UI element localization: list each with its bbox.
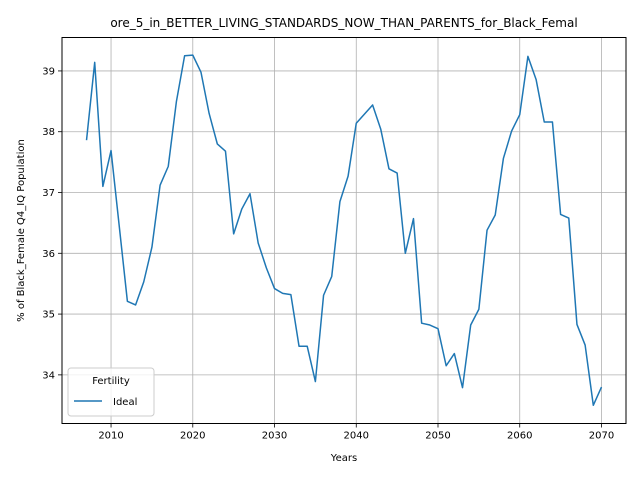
x-tick-label: 2030 — [262, 431, 287, 442]
x-tick-label: 2040 — [344, 431, 369, 442]
legend: Fertility Ideal — [67, 367, 155, 417]
legend-box — [67, 367, 155, 417]
y-tick-label: 38 — [42, 127, 55, 138]
y-tick-label: 37 — [42, 188, 55, 199]
x-axis-ticks: 2010 2020 2030 2040 2050 2060 2070 — [98, 423, 614, 442]
y-axis-ticks: 34 35 36 37 38 39 — [42, 66, 62, 381]
x-tick-label: 2060 — [507, 431, 532, 442]
y-tick-label: 34 — [42, 370, 55, 381]
series-layer — [85, 54, 603, 407]
x-tick-label: 2020 — [180, 431, 205, 442]
chart-title: ore_5_in_BETTER_LIVING_STANDARDS_NOW_THA… — [110, 16, 577, 30]
y-tick-label: 36 — [42, 249, 55, 260]
y-tick-label: 39 — [42, 66, 55, 77]
series-line-ideal — [85, 54, 603, 407]
x-tick-label: 2050 — [425, 431, 450, 442]
plot-frame — [61, 37, 627, 424]
x-axis-label: Years — [330, 453, 357, 464]
x-tick-label: 2070 — [589, 431, 614, 442]
legend-label-ideal: Ideal — [113, 397, 137, 408]
legend-title: Fertility — [92, 376, 130, 387]
grid-lines — [62, 37, 626, 424]
y-tick-label: 35 — [42, 310, 55, 321]
x-tick-label: 2010 — [98, 431, 123, 442]
y-axis-label: % of Black_Female Q4_IQ Population — [16, 139, 27, 322]
